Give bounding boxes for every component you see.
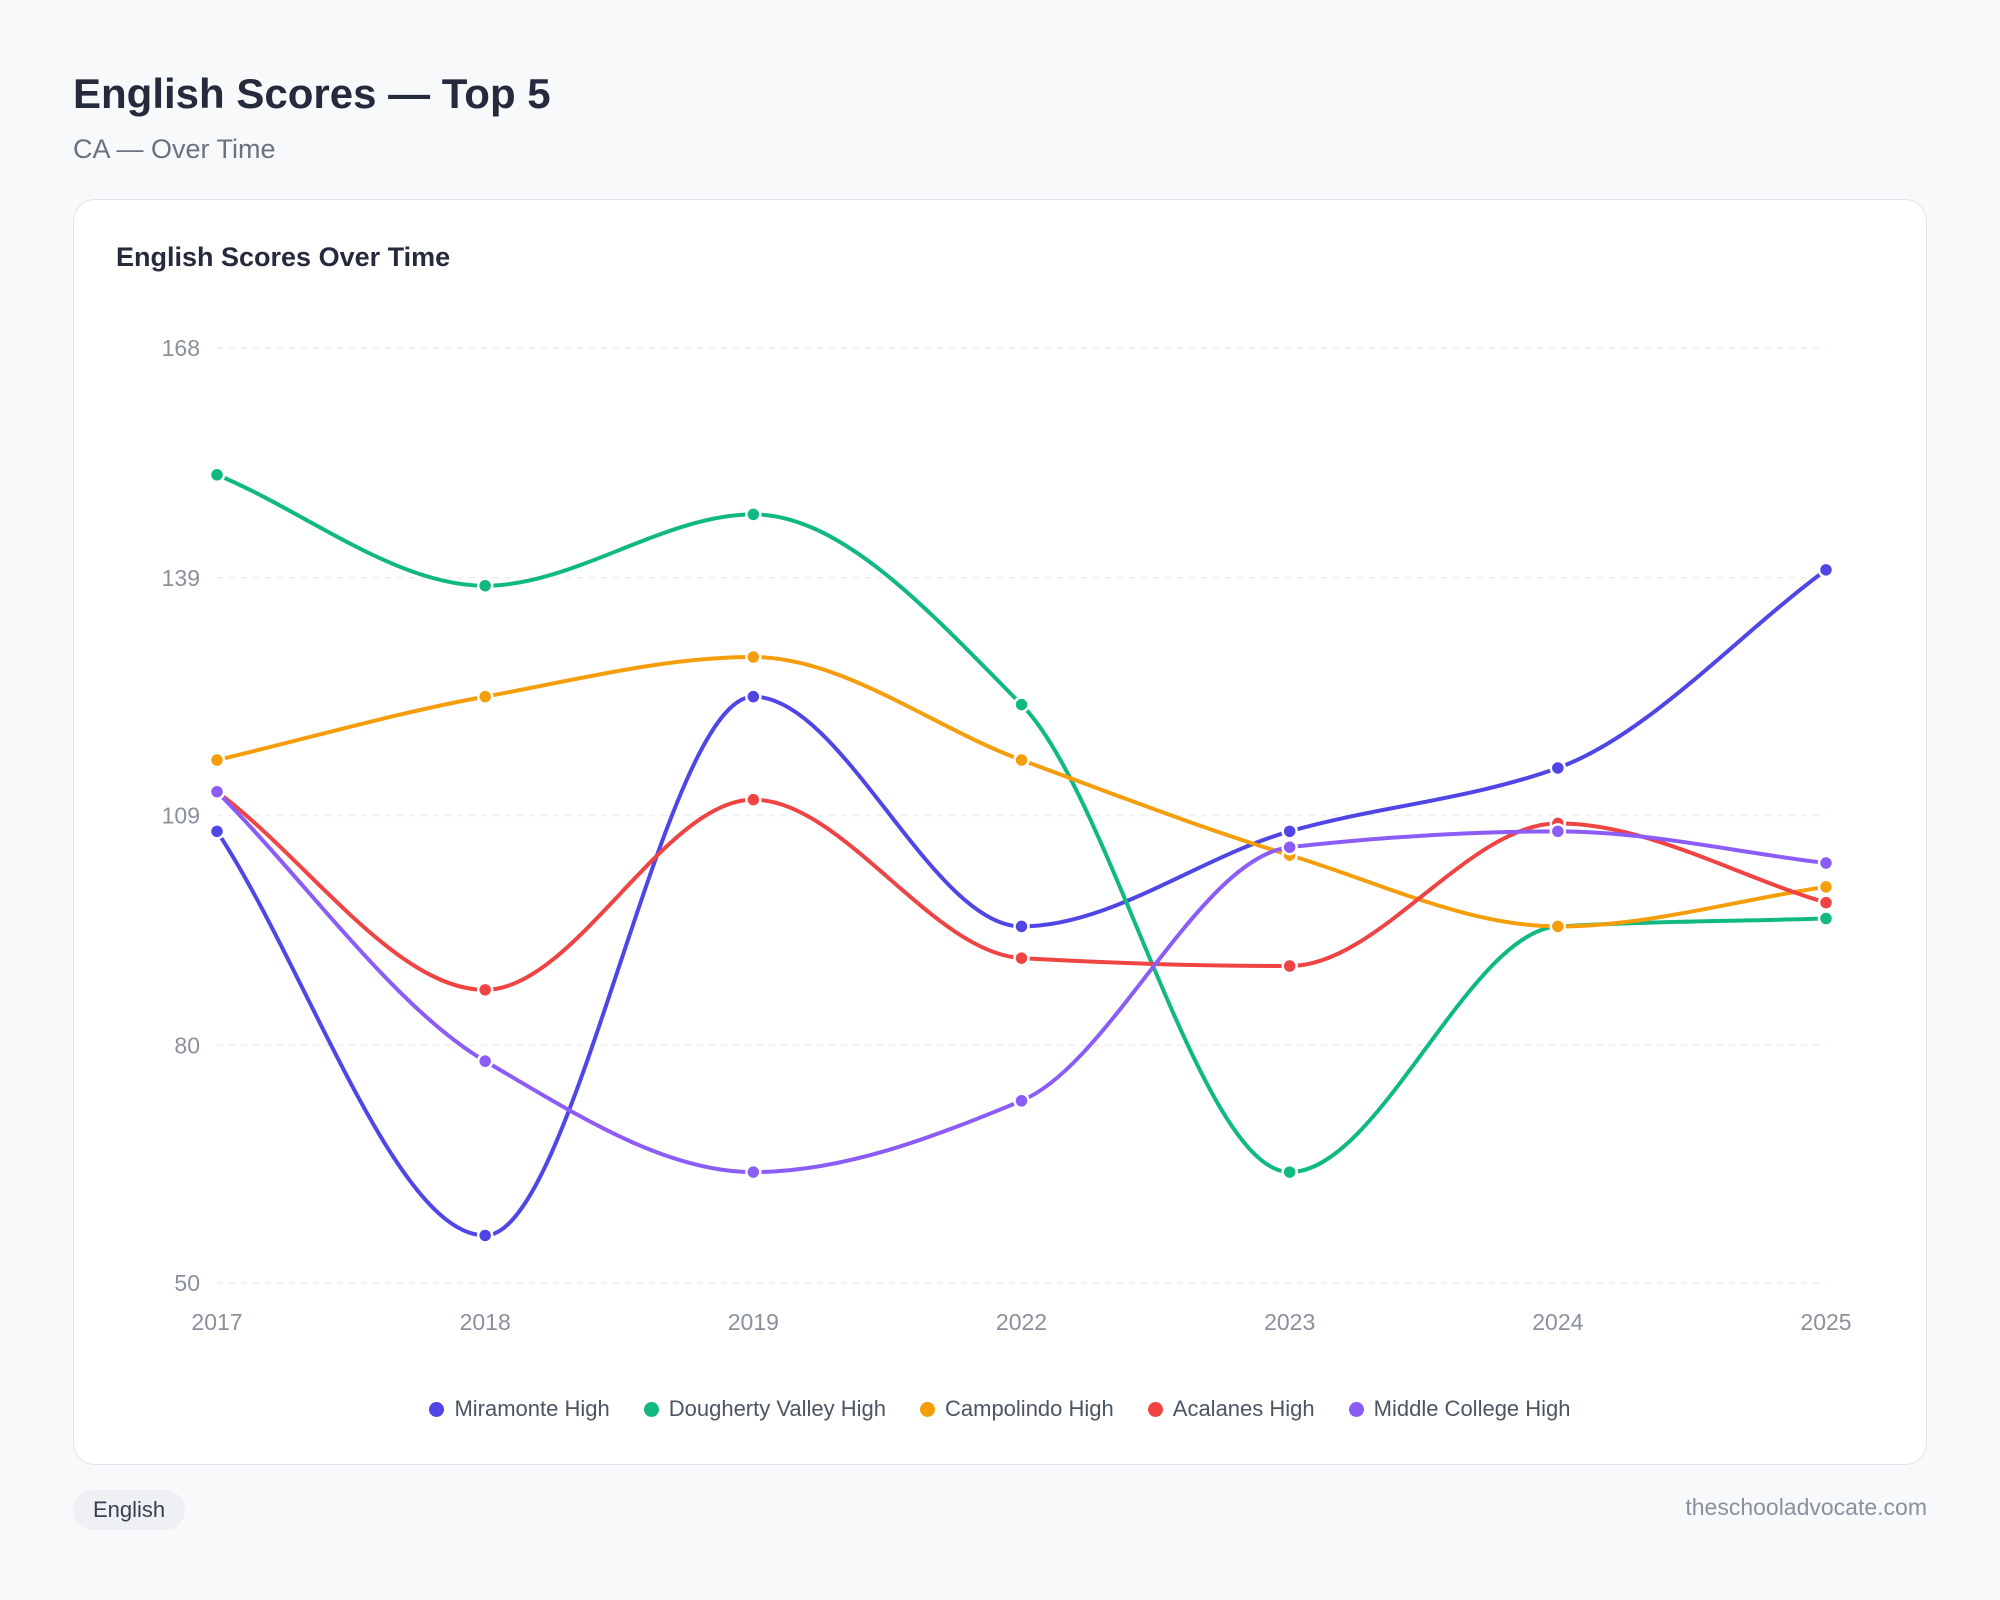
legend-label: Miramonte High [454,1396,610,1421]
series-line-4 [215,789,1828,1175]
data-point [745,648,762,666]
x-tick-label: 2019 [728,1309,779,1335]
data-point [745,791,762,808]
data-point [1817,854,1835,872]
y-tick-label: 109 [162,803,200,829]
data-point [476,577,494,594]
data-point [1817,910,1835,927]
data-point [1013,696,1030,713]
data-point [208,751,226,769]
legend-label: Campolindo High [945,1396,1114,1421]
data-point [1281,957,1298,975]
chart-title: English Scores Over Time [116,242,451,272]
data-point [745,1163,762,1181]
legend-item[interactable]: Dougherty Valley High [643,1396,886,1422]
data-point [1549,823,1567,840]
data-point [476,1052,494,1070]
x-tick-label: 2024 [1532,1309,1583,1335]
y-tick-label: 80 [174,1032,200,1058]
y-tick-label: 139 [162,565,200,591]
data-point [1817,878,1835,896]
legend-dot-icon [920,1401,935,1417]
data-point [1281,838,1298,856]
legend-item[interactable]: Campolindo High [920,1396,1114,1422]
legend-dot-icon [429,1401,445,1417]
data-point [1013,751,1030,769]
data-point [745,506,762,523]
x-tick-label: 2022 [996,1309,1047,1335]
y-tick-label: 50 [174,1270,200,1296]
x-tick-label: 2018 [460,1309,511,1335]
site-link[interactable]: theschooladvocate.com [1685,1494,1927,1520]
data-point [476,688,494,705]
data-point [1281,1163,1298,1181]
page-title: English Scores — Top 5 [73,70,551,117]
data-point [476,1227,494,1244]
legend-label: Dougherty Valley High [668,1396,886,1421]
data-point [745,688,762,705]
series-line-1 [215,472,1828,1175]
data-point [1013,1092,1030,1110]
data-point [1549,918,1567,935]
data-point [1549,759,1567,777]
x-tick-label: 2017 [191,1309,242,1335]
legend-item[interactable]: Acalanes High [1147,1396,1315,1422]
data-point [1817,561,1835,579]
data-point [1817,894,1835,911]
data-point [208,466,226,484]
x-tick-label: 2025 [1800,1309,1851,1335]
legend-label: Acalanes High [1172,1396,1315,1421]
line-chart: 50 80 109 139 168 2017 2018 2019 2022 2023 2024 202… [162,335,1852,1335]
legend-item[interactable]: Middle College High [1348,1396,1571,1422]
legend-dot-icon [643,1401,659,1417]
data-point [208,783,226,800]
data-point [1013,949,1030,967]
data-point [208,823,226,840]
chart-legend: Miramonte High Dougherty Valley High Campo… [74,1396,1926,1422]
chart-card: English Scores Over Time 50 80 109 139 168 20… [73,199,1927,1465]
legend-dot-icon [1147,1401,1163,1417]
legend-item[interactable]: Miramonte High [429,1396,610,1422]
legend-label: Middle College High [1373,1396,1571,1421]
data-point [476,981,494,999]
series-line-0 [215,567,1828,1238]
page-subtitle: CA — Over Time [73,134,276,164]
x-tick-label: 2023 [1264,1309,1315,1335]
legend-dot-icon [1348,1401,1364,1417]
subject-tag[interactable]: English [73,1490,186,1530]
y-tick-label: 168 [162,335,200,361]
data-point [1013,918,1030,935]
data-point [1281,823,1298,840]
